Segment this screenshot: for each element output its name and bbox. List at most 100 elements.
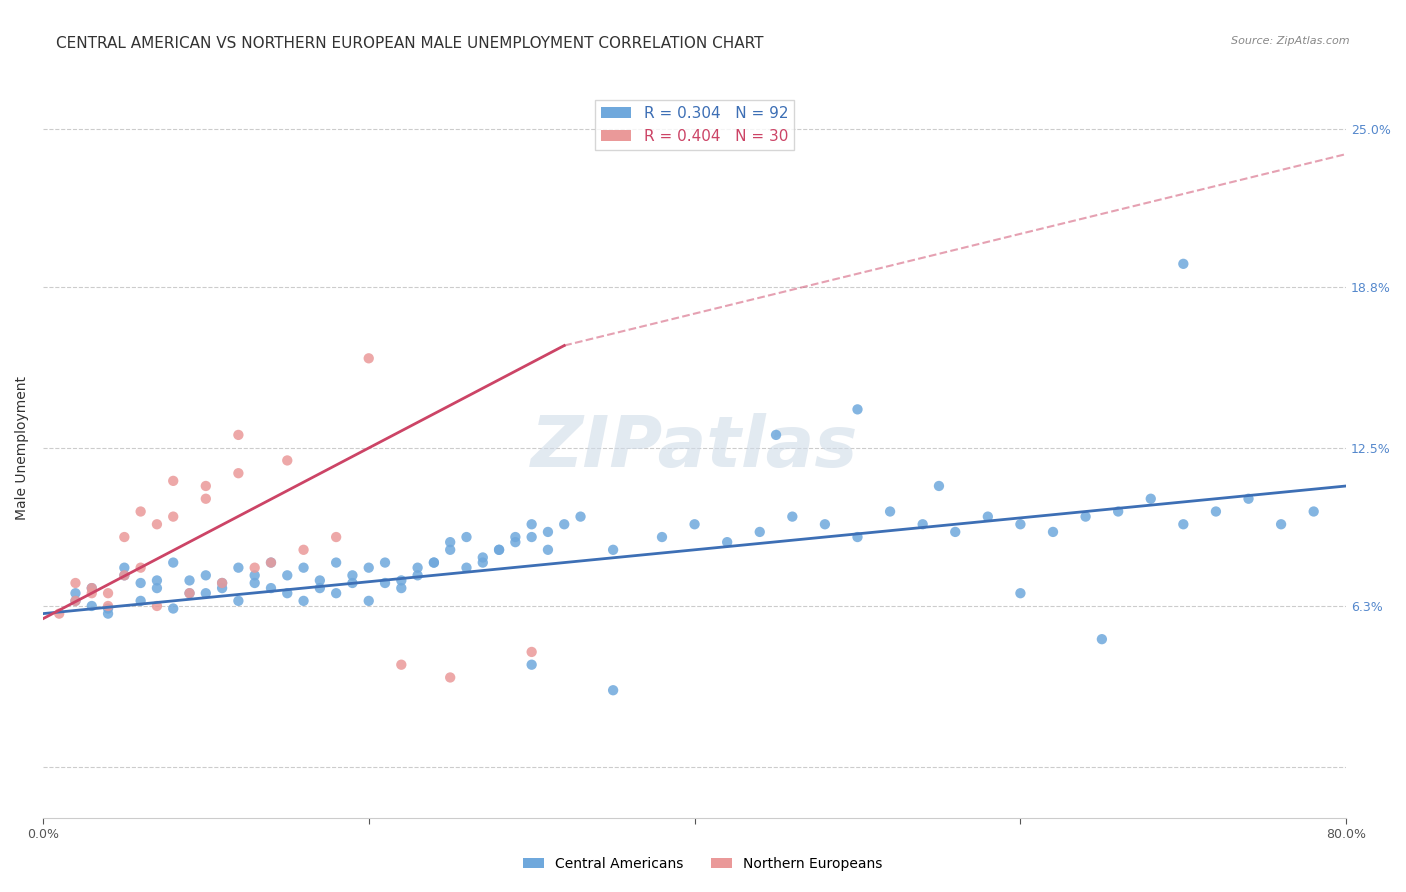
Central Americans — [162, 556, 184, 570]
Central Americans — [162, 601, 184, 615]
Central Americans — [243, 576, 266, 591]
Central Americans — [406, 568, 429, 582]
Central Americans — [846, 402, 869, 417]
Central Americans — [228, 560, 250, 574]
Central Americans — [146, 574, 169, 588]
Legend: Central Americans, Northern Europeans: Central Americans, Northern Europeans — [517, 851, 889, 876]
Northern Europeans — [129, 560, 152, 574]
Central Americans — [179, 574, 201, 588]
Central Americans — [276, 586, 298, 600]
Central Americans — [129, 576, 152, 591]
Central Americans — [1173, 257, 1195, 271]
Northern Europeans — [194, 491, 217, 506]
Central Americans — [537, 524, 560, 539]
Central Americans — [146, 581, 169, 595]
Central Americans — [977, 509, 1000, 524]
Central Americans — [1173, 517, 1195, 532]
Northern Europeans — [65, 594, 87, 608]
Northern Europeans — [146, 517, 169, 532]
Central Americans — [439, 542, 461, 557]
Central Americans — [683, 517, 706, 532]
Central Americans — [782, 509, 804, 524]
Central Americans — [374, 556, 396, 570]
Central Americans — [194, 568, 217, 582]
Central Americans — [943, 524, 966, 539]
Central Americans — [471, 550, 494, 565]
Central Americans — [1107, 504, 1129, 518]
Central Americans — [602, 542, 624, 557]
Central Americans — [1091, 632, 1114, 647]
Central Americans — [97, 607, 120, 621]
Central Americans — [439, 535, 461, 549]
Central Americans — [602, 683, 624, 698]
Northern Europeans — [179, 586, 201, 600]
Central Americans — [911, 517, 934, 532]
Central Americans — [80, 599, 103, 613]
Northern Europeans — [439, 670, 461, 684]
Northern Europeans — [162, 509, 184, 524]
Central Americans — [389, 574, 412, 588]
Northern Europeans — [389, 657, 412, 672]
Legend: R = 0.304   N = 92, R = 0.404   N = 30: R = 0.304 N = 92, R = 0.404 N = 30 — [595, 100, 794, 150]
Northern Europeans — [292, 542, 315, 557]
Central Americans — [1270, 517, 1292, 532]
Northern Europeans — [97, 599, 120, 613]
Central Americans — [537, 542, 560, 557]
Northern Europeans — [228, 466, 250, 480]
Central Americans — [1302, 504, 1324, 518]
Central Americans — [765, 428, 787, 442]
Northern Europeans — [325, 530, 347, 544]
Central Americans — [651, 530, 673, 544]
Central Americans — [65, 586, 87, 600]
Central Americans — [471, 556, 494, 570]
Central Americans — [456, 560, 478, 574]
Central Americans — [80, 581, 103, 595]
Northern Europeans — [80, 581, 103, 595]
Northern Europeans — [276, 453, 298, 467]
Central Americans — [1205, 504, 1227, 518]
Central Americans — [357, 560, 380, 574]
Northern Europeans — [260, 556, 283, 570]
Central Americans — [325, 586, 347, 600]
Central Americans — [260, 581, 283, 595]
Central Americans — [342, 568, 364, 582]
Text: Source: ZipAtlas.com: Source: ZipAtlas.com — [1232, 36, 1350, 45]
Northern Europeans — [97, 586, 120, 600]
Central Americans — [423, 556, 446, 570]
Central Americans — [276, 568, 298, 582]
Central Americans — [194, 586, 217, 600]
Central Americans — [211, 581, 233, 595]
Central Americans — [65, 594, 87, 608]
Y-axis label: Male Unemployment: Male Unemployment — [15, 376, 30, 520]
Central Americans — [406, 560, 429, 574]
Central Americans — [292, 560, 315, 574]
Northern Europeans — [80, 586, 103, 600]
Northern Europeans — [48, 607, 70, 621]
Northern Europeans — [194, 479, 217, 493]
Central Americans — [520, 517, 543, 532]
Northern Europeans — [129, 504, 152, 518]
Central Americans — [211, 576, 233, 591]
Northern Europeans — [112, 530, 135, 544]
Text: ZIPatlas: ZIPatlas — [531, 413, 858, 483]
Central Americans — [505, 530, 527, 544]
Northern Europeans — [112, 568, 135, 582]
Northern Europeans — [146, 599, 169, 613]
Central Americans — [179, 586, 201, 600]
Central Americans — [357, 594, 380, 608]
Central Americans — [1139, 491, 1161, 506]
Central Americans — [308, 581, 330, 595]
Central Americans — [129, 594, 152, 608]
Central Americans — [243, 568, 266, 582]
Central Americans — [488, 542, 510, 557]
Northern Europeans — [65, 576, 87, 591]
Central Americans — [1010, 517, 1032, 532]
Central Americans — [716, 535, 738, 549]
Central Americans — [374, 576, 396, 591]
Central Americans — [569, 509, 592, 524]
Central Americans — [928, 479, 950, 493]
Central Americans — [1042, 524, 1064, 539]
Central Americans — [748, 524, 770, 539]
Central Americans — [342, 576, 364, 591]
Central Americans — [520, 657, 543, 672]
